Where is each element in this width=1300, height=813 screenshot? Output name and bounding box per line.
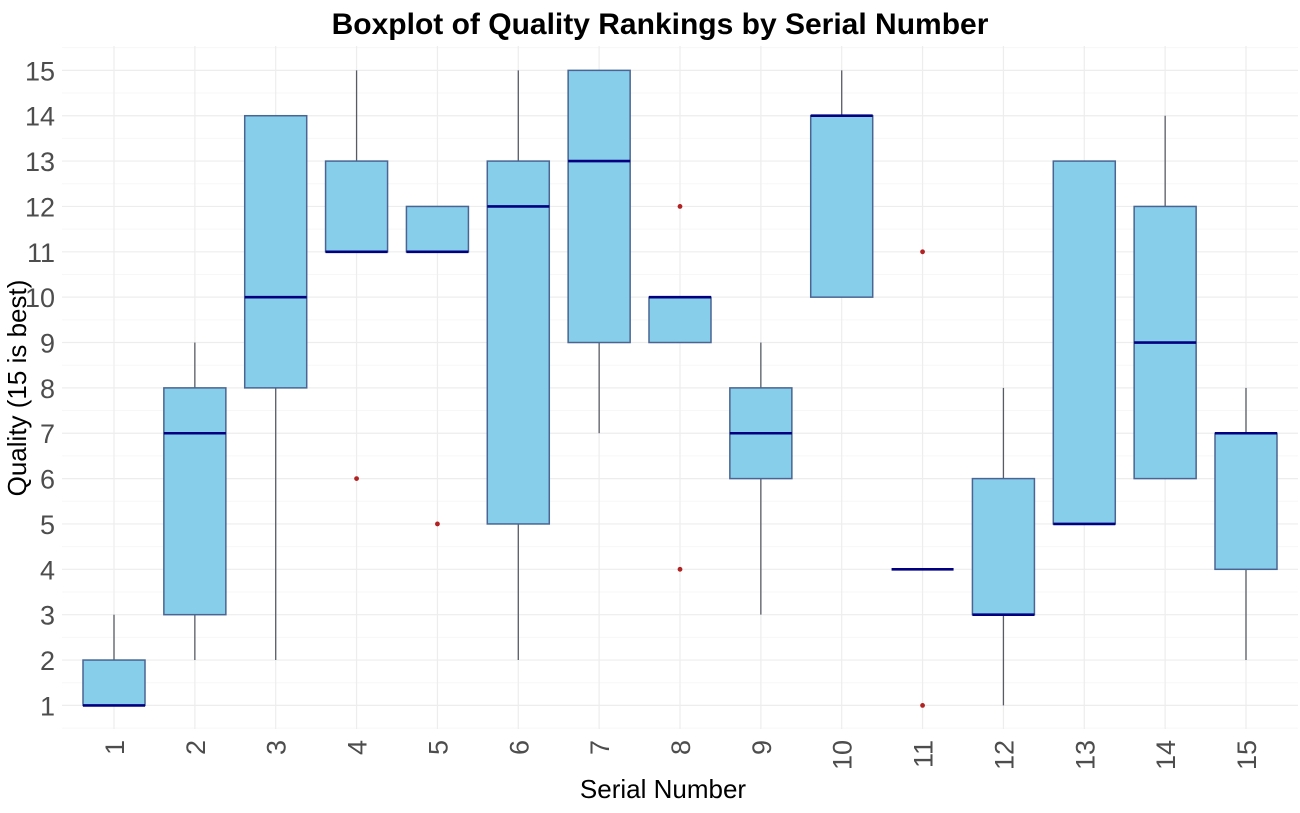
box-layer bbox=[82, 69, 1278, 708]
x-tick-8: 8 bbox=[666, 740, 696, 755]
x-tick-12: 12 bbox=[989, 740, 1019, 770]
outlier-serial-8 bbox=[677, 566, 683, 572]
x-axis-tick-labels: 1 2 3 4 5 6 7 8 9 10 11 12 13 14 15 bbox=[100, 740, 1262, 770]
outlier-serial-5 bbox=[435, 521, 440, 527]
box-serial-15 bbox=[1214, 432, 1278, 571]
y-tick-2: 2 bbox=[40, 646, 55, 676]
x-tick-11: 11 bbox=[909, 740, 939, 768]
outlier-serial-4 bbox=[354, 476, 359, 481]
chart-title: Boxplot of Quality Rankings by Serial Nu… bbox=[332, 8, 989, 41]
x-tick-10: 10 bbox=[828, 740, 858, 770]
x-axis-title: Serial Number bbox=[580, 774, 747, 804]
outlier-serial-8 bbox=[677, 204, 683, 209]
y-tick-7: 7 bbox=[40, 419, 55, 449]
y-tick-15: 15 bbox=[25, 56, 55, 86]
y-tick-5: 5 bbox=[40, 510, 55, 540]
y-tick-4: 4 bbox=[40, 555, 55, 585]
x-tick-6: 6 bbox=[504, 740, 534, 755]
box-serial-2 bbox=[163, 387, 227, 616]
box-serial-8 bbox=[648, 296, 712, 344]
x-tick-3: 3 bbox=[262, 740, 292, 755]
x-tick-14: 14 bbox=[1151, 740, 1181, 770]
box-serial-5 bbox=[405, 205, 470, 253]
y-tick-8: 8 bbox=[40, 374, 55, 404]
y-tick-13: 13 bbox=[25, 147, 55, 177]
box-serial-6 bbox=[486, 160, 551, 525]
y-tick-1: 1 bbox=[40, 691, 55, 721]
box-serial-13 bbox=[1052, 160, 1117, 525]
y-tick-3: 3 bbox=[40, 601, 55, 631]
box-serial-12 bbox=[971, 477, 1036, 616]
y-tick-10: 10 bbox=[25, 283, 55, 313]
box-serial-1 bbox=[82, 659, 146, 707]
x-tick-4: 4 bbox=[343, 740, 373, 755]
y-tick-9: 9 bbox=[40, 329, 55, 359]
outlier-serial-11 bbox=[920, 249, 925, 255]
x-tick-7: 7 bbox=[585, 740, 615, 755]
y-tick-12: 12 bbox=[25, 192, 55, 222]
box-serial-4 bbox=[324, 160, 389, 253]
x-tick-13: 13 bbox=[1070, 740, 1100, 770]
outlier-serial-11 bbox=[920, 703, 925, 708]
box-serial-7 bbox=[567, 69, 631, 344]
y-axis-title: Quality (15 is best) bbox=[2, 280, 32, 497]
x-tick-15: 15 bbox=[1232, 740, 1262, 770]
y-tick-14: 14 bbox=[25, 102, 55, 132]
y-tick-11: 11 bbox=[27, 238, 55, 268]
x-tick-9: 9 bbox=[747, 740, 777, 755]
x-tick-5: 5 bbox=[423, 740, 453, 755]
x-tick-2: 2 bbox=[181, 740, 211, 755]
x-tick-1: 1 bbox=[100, 740, 130, 755]
box-serial-3 bbox=[243, 114, 308, 389]
y-tick-6: 6 bbox=[40, 465, 55, 495]
box-serial-10 bbox=[809, 114, 874, 298]
